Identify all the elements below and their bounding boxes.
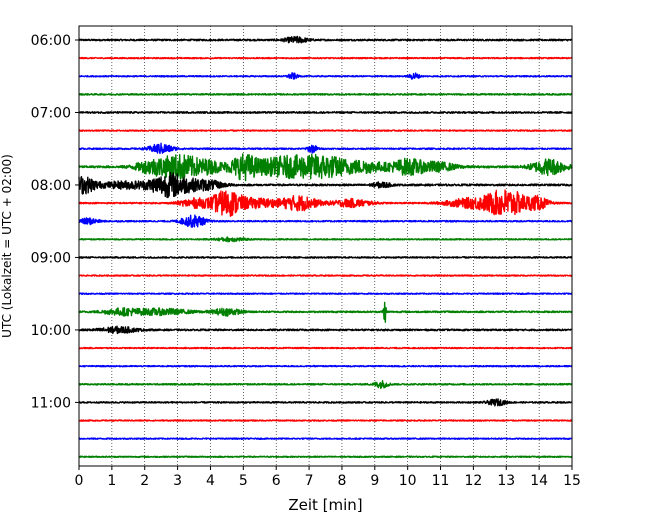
y-axis-ticks: 06:00 07:00 08:00 09:00 10:00 11:00 [31,33,79,411]
y-tick-label: 06:00 [31,33,71,49]
y-tick-label: 09:00 [31,250,71,266]
trace-group [78,35,573,459]
y-axis-label: UTC (Lokalzeit = UTC + 02:00) [0,154,14,338]
x-tick-label: 10 [399,473,417,489]
x-tick-label: 0 [75,473,84,489]
trace-line [78,236,573,243]
y-tick-label: 07:00 [31,105,71,121]
trace-line [78,292,573,295]
trace-line [78,35,573,44]
trace-line [78,129,573,132]
trace-line [78,110,573,114]
trace-line [78,274,573,277]
x-tick-label: 14 [530,473,548,489]
trace-line [78,301,573,323]
x-tick-label: 8 [337,473,346,489]
y-tick-label: 08:00 [31,178,71,194]
trace-line [78,398,573,407]
trace-line [78,364,573,368]
x-tick-label: 7 [305,473,314,489]
trace-line [78,379,573,390]
x-tick-label: 1 [107,473,116,489]
x-axis-ticks: 0 1 2 3 4 5 6 7 8 9 10 11 12 13 14 15 [75,466,581,489]
x-tick-label: 12 [464,473,482,489]
trace-line [78,56,573,60]
trace-line [78,142,573,155]
trace-line [78,214,573,228]
y-tick-label: 10:00 [31,323,71,339]
trace-line [78,419,573,422]
grid-lines [111,26,540,466]
trace-line [78,346,573,350]
trace-line [78,153,573,182]
trace-line [78,189,573,217]
trace-line [78,92,573,96]
trace-line [78,72,573,80]
x-tick-label: 9 [370,473,379,489]
x-tick-label: 6 [272,473,281,489]
x-tick-label: 4 [206,473,215,489]
x-tick-label: 11 [432,473,450,489]
y-tick-label: 11:00 [31,395,71,411]
x-axis-label: Zeit [min] [288,496,362,514]
trace-line [78,325,573,335]
x-tick-label: 13 [497,473,515,489]
x-tick-label: 3 [173,473,182,489]
trace-line [78,256,573,259]
trace-line [78,437,573,440]
plot-frame [78,25,573,467]
trace-line [78,171,573,199]
x-tick-label: 2 [140,473,149,489]
x-tick-label: 5 [239,473,248,489]
trace-line [78,455,573,459]
x-tick-label: 15 [563,473,581,489]
